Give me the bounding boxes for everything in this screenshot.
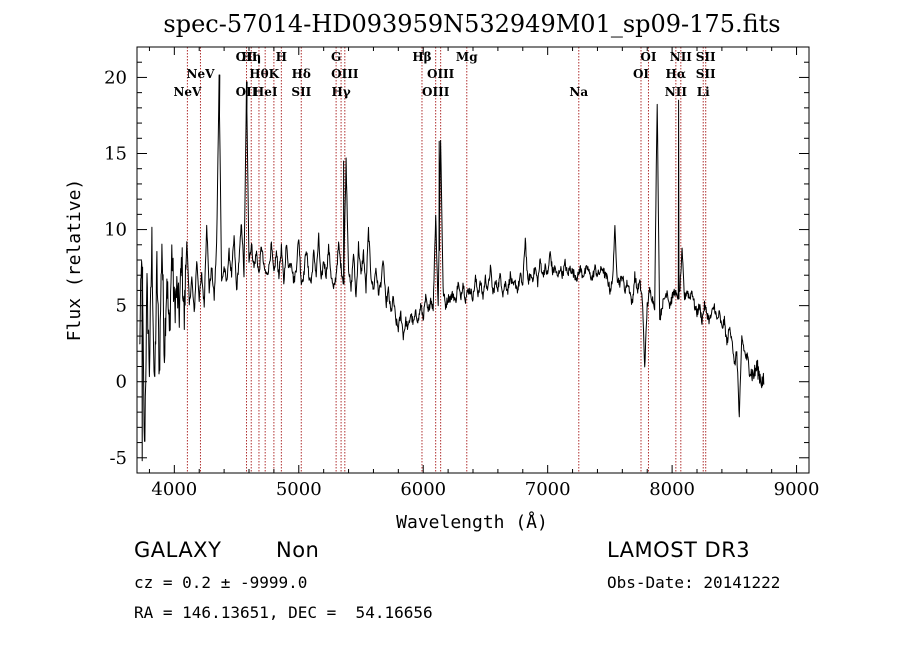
- marker-label-10: SII: [291, 85, 311, 99]
- marker-label-23: NII: [665, 85, 688, 99]
- object-subclass: Non: [276, 538, 320, 562]
- spectrum-series: [139, 74, 765, 462]
- plot-frame: [136, 46, 810, 474]
- y-tick-label-4: 15: [104, 144, 127, 165]
- marker-label-13: Hγ: [331, 85, 350, 99]
- redshift-info: cz = 0.2 ± -9999.0: [134, 573, 308, 592]
- x-tick-label-0: 4000: [151, 479, 197, 500]
- marker-label-0: NeV: [173, 85, 202, 99]
- y-axis-label: Flux (relative): [64, 179, 85, 342]
- line-markers: [186, 47, 707, 473]
- line-marker-labels: NeVNeVOIIOIIHηHθHeIKHHδSIIGOIIIHγHβOIIIO…: [173, 50, 716, 99]
- marker-label-25: SII: [696, 67, 716, 81]
- spectrum-line: [139, 74, 765, 462]
- chart-title: spec-57014-HD093959N532949M01_sp09-175.f…: [163, 10, 780, 38]
- y-tick-label-5: 20: [104, 67, 127, 88]
- marker-label-14: Hβ: [412, 50, 431, 64]
- marker-label-2: OII: [236, 50, 258, 64]
- marker-label-19: OI: [640, 50, 656, 64]
- marker-label-1: NeV: [187, 67, 216, 81]
- marker-label-4: Hη: [241, 50, 261, 64]
- marker-label-16: OIII: [422, 85, 450, 99]
- coordinates: RA = 146.13651, DEC = 54.16656: [134, 603, 433, 622]
- marker-label-5: Hθ: [249, 67, 268, 81]
- marker-label-11: G: [331, 50, 341, 64]
- y-tick-label-3: 10: [104, 220, 127, 241]
- x-tick-label-5: 9000: [774, 479, 820, 500]
- y-tick-label-0: -5: [109, 448, 127, 469]
- survey-name: LAMOST DR3: [607, 538, 751, 562]
- x-tick-label-4: 8000: [649, 479, 695, 500]
- y-tick-label-2: 5: [116, 296, 127, 317]
- marker-label-20: OI: [633, 67, 649, 81]
- object-class: GALAXY: [134, 538, 222, 562]
- marker-label-18: Na: [569, 85, 588, 99]
- x-tick-label-3: 7000: [525, 479, 571, 500]
- axis-ticks: 4000 5000 6000 7000 8000 9000 -5 0 5 10 15 20: [104, 46, 820, 500]
- marker-label-6: HeI: [253, 85, 278, 99]
- marker-label-24: SII: [696, 50, 716, 64]
- marker-label-26: Li: [697, 85, 710, 99]
- x-tick-label-1: 5000: [276, 479, 322, 500]
- marker-label-21: NII: [670, 50, 693, 64]
- marker-label-22: Hα: [666, 67, 687, 81]
- marker-label-17: Mg: [456, 50, 478, 64]
- observation-date: Obs-Date: 20141222: [607, 573, 781, 592]
- marker-label-7: K: [269, 67, 280, 81]
- y-tick-label-1: 0: [116, 372, 127, 393]
- marker-label-8: H: [276, 50, 287, 64]
- x-axis-label: Wavelength (Å): [396, 511, 548, 533]
- marker-label-15: OIII: [427, 67, 455, 81]
- x-tick-label-2: 6000: [400, 479, 446, 500]
- marker-label-9: Hδ: [292, 67, 311, 81]
- marker-label-12: OIII: [331, 67, 359, 81]
